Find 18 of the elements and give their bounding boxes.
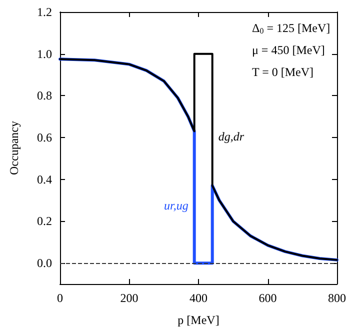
x-tick-label: 600 — [258, 291, 277, 305]
y-tick-label: 0.8 — [37, 88, 52, 103]
series-label: dg,dr — [218, 129, 244, 144]
y-tick-label: 1.0 — [37, 46, 52, 61]
series-label: ur,ug — [164, 198, 188, 213]
y-axis-title: Occupancy — [7, 121, 21, 175]
y-tick-label: 0.6 — [37, 130, 52, 145]
y-tick-label: 0.0 — [37, 256, 52, 270]
x-tick-label: 0 — [57, 291, 63, 305]
y-tick-label: 0.2 — [37, 214, 52, 228]
y-tick-label: 0.4 — [37, 172, 52, 186]
x-tick-label: 400 — [190, 291, 208, 305]
x-tick-label: 800 — [328, 291, 346, 305]
x-tick-label: 200 — [120, 291, 138, 305]
annotation: μ = 450 [MeV] — [252, 43, 325, 57]
annotation: T = 0 [MeV] — [252, 65, 314, 79]
x-axis-title: p [MeV] — [178, 313, 220, 327]
y-tick-label: 1.2 — [37, 5, 52, 19]
